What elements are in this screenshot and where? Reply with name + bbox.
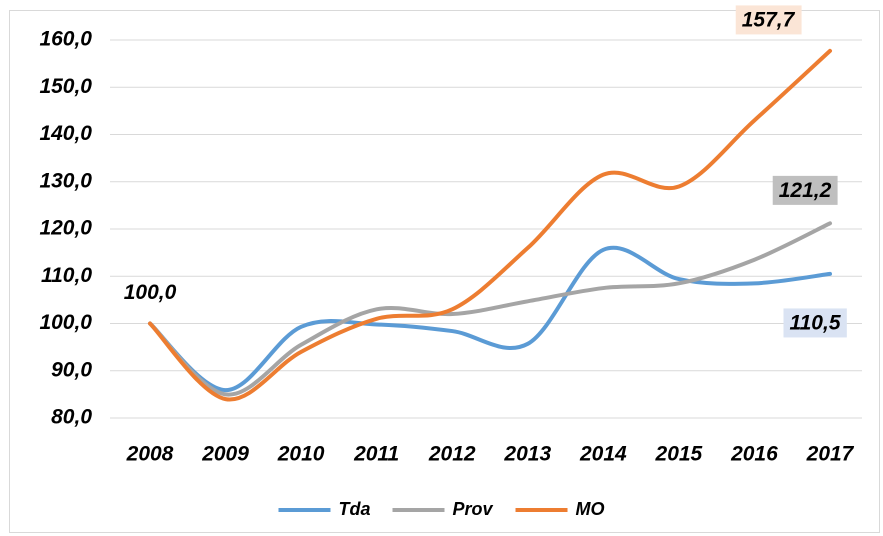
x-tick-label: 2008 — [126, 443, 174, 466]
x-tick-label: 2009 — [201, 443, 249, 466]
data-label: 121,2 — [772, 175, 838, 205]
data-label: 157,7 — [735, 5, 802, 35]
series-line — [148, 245, 832, 393]
x-tick-label: 2010 — [277, 443, 325, 466]
x-tick-label: 2017 — [806, 443, 855, 466]
x-tick-label: 2015 — [655, 443, 703, 466]
x-tick-label: 2011 — [353, 443, 399, 466]
x-tick-label: 2012 — [428, 443, 476, 466]
x-tick-label: 2013 — [503, 443, 551, 466]
data-label-text: 157,7 — [742, 8, 796, 31]
legend-label: Prov — [453, 499, 494, 519]
legend-item: MO — [515, 499, 605, 519]
legend-item: Tda — [278, 499, 371, 519]
y-tick-label: 100,0 — [39, 311, 92, 334]
y-tick-label: 110,0 — [41, 264, 92, 287]
legend-item: Prov — [392, 499, 494, 519]
data-label-box — [783, 308, 847, 338]
y-tick-label: 90,0 — [51, 358, 92, 381]
series-line — [148, 221, 832, 397]
y-tick-label: 150,0 — [39, 75, 92, 98]
y-tick-label: 140,0 — [39, 122, 92, 145]
data-label-box — [735, 5, 802, 35]
data-label-text: 100,0 — [124, 281, 177, 304]
chart-border — [9, 10, 880, 533]
y-tick-label: 80,0 — [51, 406, 92, 429]
x-tick-label: 2016 — [730, 443, 778, 466]
data-label: 100,0 — [124, 281, 177, 304]
series-line — [148, 48, 832, 402]
y-tick-label: 160,0 — [39, 28, 92, 51]
legend-label: Tda — [338, 499, 370, 519]
x-tick-label: 2014 — [579, 443, 627, 466]
data-label-text: 121,2 — [779, 179, 832, 202]
y-tick-label: 120,0 — [39, 217, 92, 240]
y-tick-label: 130,0 — [39, 169, 92, 192]
data-label-box — [772, 175, 838, 205]
legend-label: MO — [576, 499, 605, 519]
data-label-text: 110,5 — [790, 311, 841, 334]
data-label: 110,5 — [783, 308, 847, 338]
